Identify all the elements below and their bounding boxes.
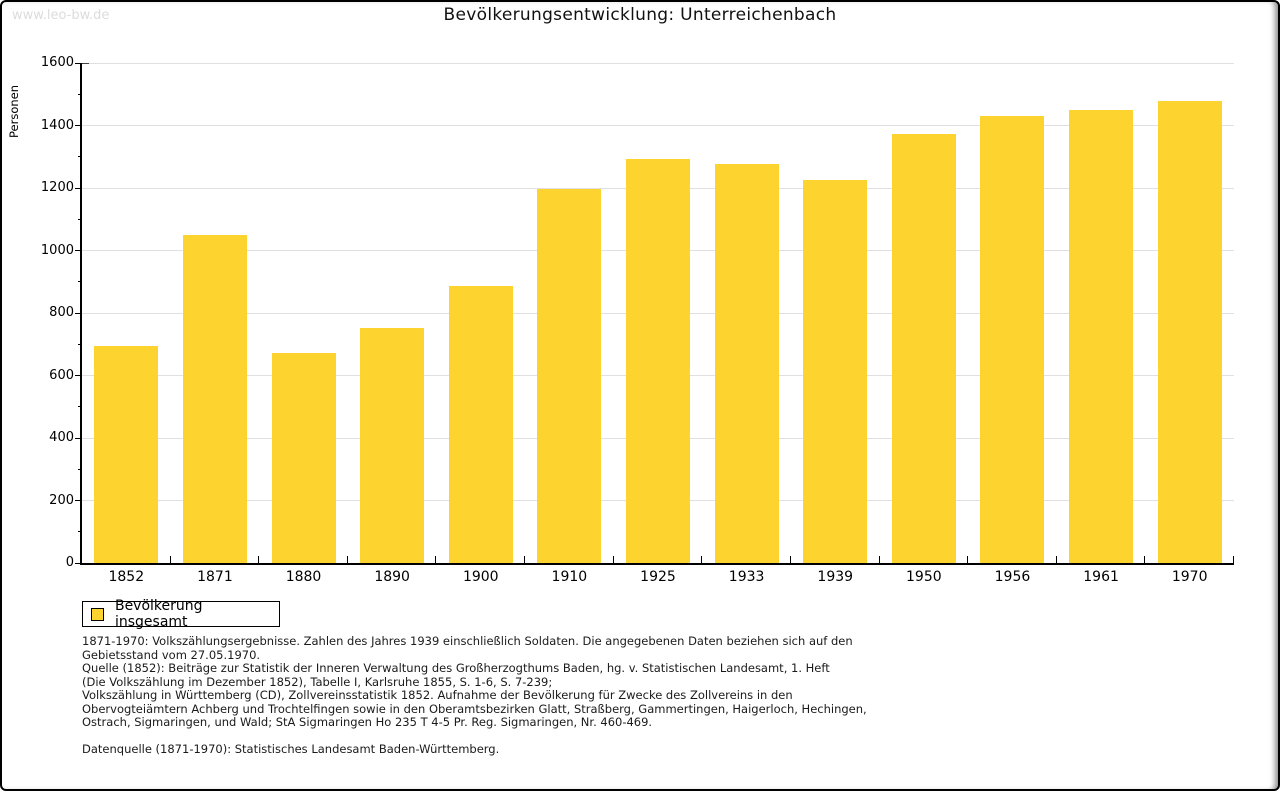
y-tick-minor — [78, 93, 82, 95]
y-tick-label: 800 — [49, 305, 74, 320]
x-tick-label-1852: 1852 — [108, 569, 145, 585]
y-tick-minor — [78, 281, 82, 283]
x-tick — [1055, 556, 1057, 563]
bar-1890 — [360, 327, 425, 563]
y-tick-label: 0 — [65, 555, 74, 570]
footnote-line: Volkszählung in Württemberg (CD), Zollve… — [82, 688, 793, 702]
y-tick-major — [75, 562, 82, 564]
chart-title: Bevölkerungsentwicklung: Unterreichenbac… — [443, 5, 837, 25]
y-tick-minor — [78, 218, 82, 220]
x-tick-label-1871: 1871 — [197, 569, 233, 585]
plot-area — [75, 62, 1234, 565]
y-tick-major — [75, 62, 82, 64]
y-axis-top-cap — [82, 63, 89, 64]
y-tick-major — [75, 375, 82, 376]
x-tick — [169, 556, 171, 563]
x-tick — [967, 556, 969, 563]
x-tick — [878, 556, 880, 563]
y-tick-major — [75, 500, 82, 501]
footnotes: 1871-1970: Volkszählungsergebnisse. Zahl… — [82, 634, 912, 756]
bar-1900 — [448, 286, 513, 563]
x-tick-label-1880: 1880 — [285, 569, 322, 585]
legend-label: Bevölkerung insgesamt — [114, 598, 203, 630]
y-tick-minor — [78, 156, 82, 158]
legend-swatch — [91, 607, 104, 621]
y-tick-minor — [78, 343, 82, 345]
gridline — [82, 62, 1234, 64]
y-tick-minor — [78, 468, 82, 470]
footnote-line: Gebietsstand vom 27.05.1970. — [82, 647, 261, 662]
bar-1939 — [803, 180, 868, 563]
y-tick-label: 1600 — [40, 55, 74, 70]
y-tick-major — [75, 312, 82, 314]
x-tick — [789, 556, 791, 563]
x-tick — [1233, 556, 1234, 563]
legend: Bevölkerung insgesamt — [82, 598, 280, 630]
watermark: www.leo-bw.de — [12, 8, 110, 23]
y-tick-major — [75, 250, 82, 251]
x-tick — [1144, 556, 1146, 563]
y-tick-label: 1200 — [40, 180, 74, 195]
x-tick — [346, 556, 348, 563]
footnote-line: Obervogteiämtern Achberg und Trochtelfin… — [82, 701, 867, 716]
y-tick-minor — [78, 406, 82, 408]
y-tick-minor — [78, 531, 82, 533]
x-axis-labels: 1852 1871 1880 1890 1900 1910 1925 1933 1939 1950… — [82, 569, 1234, 589]
footnote-line: Quelle (1852): Beiträge zur Statistik de… — [82, 661, 830, 675]
x-tick-label-1956: 1956 — [994, 569, 1031, 585]
x-tick — [612, 556, 614, 563]
bar-1925 — [626, 158, 690, 563]
datasource-note: Datenquelle (1871-1970): Statistisches L… — [82, 741, 500, 756]
y-tick-label: 1000 — [40, 242, 74, 258]
y-tick-label: 600 — [49, 367, 74, 383]
y-tick-label: 200 — [49, 492, 74, 508]
bar-1852 — [94, 346, 159, 563]
y-tick-major — [75, 437, 82, 439]
bar-1961 — [1069, 109, 1134, 563]
y-tick-major — [75, 187, 82, 189]
bar-1910 — [537, 188, 602, 563]
gridline — [82, 125, 1234, 126]
footnote-line: (Die Volkszählung im Dezember 1852), Tab… — [82, 674, 553, 689]
x-tick-label-1961: 1961 — [1083, 569, 1119, 585]
x-tick-label-1910: 1910 — [551, 569, 588, 585]
bar-1933 — [714, 164, 779, 563]
x-tick — [435, 556, 437, 563]
x-tick — [701, 556, 703, 563]
y-tick-label: 400 — [49, 430, 74, 445]
x-tick-label-1900: 1900 — [462, 569, 499, 585]
footnote-line: 1871-1970: Volkszählungsergebnisse. Zahl… — [82, 634, 853, 648]
y-tick-major — [75, 125, 82, 126]
x-tick-label-1939: 1939 — [817, 569, 854, 585]
x-tick — [258, 556, 260, 563]
bar-1880 — [271, 352, 336, 563]
y-tick-label: 1400 — [40, 117, 74, 133]
x-tick-label-1970: 1970 — [1171, 569, 1208, 585]
x-tick-label-1933: 1933 — [728, 569, 765, 585]
x-tick-label-1925: 1925 — [640, 569, 676, 585]
footnote-lines: 1871-1970: Volkszählungsergebnisse. Zahl… — [82, 634, 912, 730]
x-tick-label-1950: 1950 — [906, 569, 942, 585]
y-axis-labels: 0 200 400 600 800 1000 1200 1400 1600 — [2, 55, 74, 570]
footnote-line: Ostrach, Sigmaringen, und Wald; StA Sigm… — [82, 715, 653, 729]
x-tick — [524, 556, 526, 563]
bar-1970 — [1157, 100, 1222, 563]
bar-1956 — [980, 115, 1045, 563]
bar-1950 — [891, 134, 956, 563]
x-tick-label-1890: 1890 — [374, 569, 410, 585]
bar-1871 — [182, 234, 247, 563]
